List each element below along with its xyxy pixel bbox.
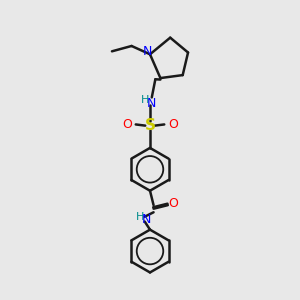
Text: N: N: [147, 97, 157, 110]
Text: S: S: [145, 118, 155, 133]
Text: N: N: [141, 213, 151, 226]
Text: O: O: [168, 197, 178, 210]
Text: H: H: [140, 95, 149, 105]
Text: O: O: [168, 118, 178, 131]
Text: N: N: [143, 45, 152, 58]
Text: O: O: [122, 118, 132, 131]
Text: H: H: [136, 212, 144, 222]
